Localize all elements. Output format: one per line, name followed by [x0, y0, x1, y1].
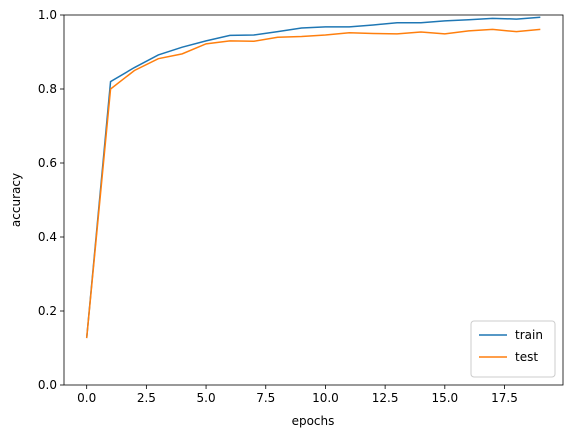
x-tick-label: 17.5 [491, 391, 518, 405]
line [85, 28, 541, 339]
y-tick-label: 0.6 [38, 156, 57, 170]
x-tick-label: 12.5 [372, 391, 399, 405]
x-tick-label: 5.0 [197, 391, 216, 405]
x-tick-label: 7.5 [256, 391, 275, 405]
y-tick-label: 0.0 [38, 378, 57, 392]
legend: train test [470, 320, 556, 378]
x-tick-label: 15.0 [431, 391, 458, 405]
y-tick-label: 1.0 [38, 8, 57, 22]
legend-label: test [515, 350, 538, 364]
legend-label: train [515, 328, 543, 342]
y-axis-label: accuracy [9, 173, 23, 227]
line [85, 16, 541, 339]
x-tick-label: 2.5 [137, 391, 156, 405]
y-tick-label: 0.2 [38, 304, 57, 318]
x-tick-label: 10.0 [312, 391, 339, 405]
x-tick-label: 0.0 [77, 391, 96, 405]
y-tick-label: 0.8 [38, 82, 57, 96]
y-tick-label: 0.4 [38, 230, 57, 244]
x-axis-label: epochs [292, 414, 335, 428]
plot-frame [63, 14, 564, 386]
